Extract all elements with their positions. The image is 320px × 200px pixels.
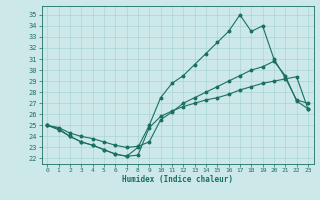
X-axis label: Humidex (Indice chaleur): Humidex (Indice chaleur) bbox=[122, 175, 233, 184]
